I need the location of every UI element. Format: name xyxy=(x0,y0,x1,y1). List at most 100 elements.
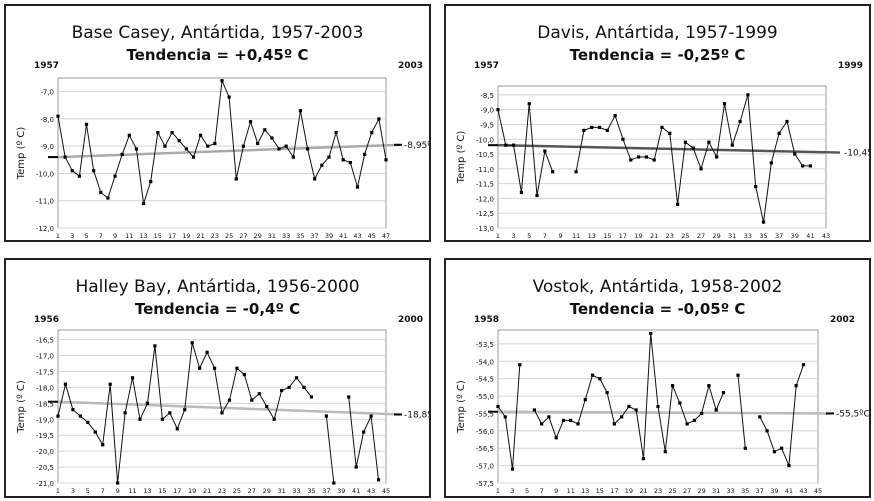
x-tick-label: 29 xyxy=(263,487,271,495)
data-point xyxy=(714,408,718,412)
data-point xyxy=(590,373,595,377)
data-point xyxy=(676,202,680,206)
chart-title: Base Casey, Antártida, 1957-2003 xyxy=(72,23,364,43)
data-point xyxy=(700,411,704,416)
data-point xyxy=(743,446,747,450)
data-point xyxy=(376,478,381,482)
x-tick-label: 19 xyxy=(182,232,190,240)
trend-line xyxy=(497,410,833,415)
data-point xyxy=(190,341,194,345)
trend-label: Tendencia = -0,05º C xyxy=(570,300,746,318)
x-tick-label: 5 xyxy=(84,232,88,240)
data-point xyxy=(294,376,299,380)
x-tick-label: 11 xyxy=(572,232,580,240)
data-point xyxy=(263,128,267,132)
data-point xyxy=(605,390,609,395)
x-tick-label: 33 xyxy=(727,487,735,495)
x-tick-label: 3 xyxy=(510,487,514,495)
data-point xyxy=(141,201,146,206)
data-point xyxy=(123,411,127,415)
data-point xyxy=(634,408,638,412)
data-point xyxy=(145,401,150,405)
data-point xyxy=(370,130,374,135)
data-point xyxy=(256,141,260,146)
data-point xyxy=(84,122,89,126)
data-point xyxy=(116,481,120,485)
trend-end-label: -18,85 xyxy=(404,410,429,420)
data-point xyxy=(130,376,135,380)
y-tick-label: -55,5 xyxy=(476,410,494,418)
data-point xyxy=(576,422,580,426)
data-point xyxy=(761,220,766,224)
y-tick-label: -16,5 xyxy=(36,337,54,345)
data-point xyxy=(134,147,139,151)
y-tick-label: -56,0 xyxy=(476,428,494,436)
y-tick-label: -20,5 xyxy=(36,464,54,472)
data-point xyxy=(377,117,381,121)
start-year-label: 1958 xyxy=(474,315,499,325)
data-point xyxy=(656,404,660,409)
data-point xyxy=(785,119,789,124)
data-point xyxy=(660,125,664,130)
series-line xyxy=(575,94,811,223)
y-tick-label: -9,0 xyxy=(40,143,54,151)
series-line xyxy=(57,342,312,484)
data-point xyxy=(177,139,181,143)
x-tick-label: 31 xyxy=(268,232,276,240)
x-tick-label: 33 xyxy=(282,232,290,240)
y-axis-label: Temp (º C) xyxy=(16,380,27,434)
data-point xyxy=(71,408,75,412)
x-tick-label: 17 xyxy=(619,232,627,240)
chart-panel-halley: Halley Bay, Antártida, 1956-2000 Tendenci… xyxy=(4,258,431,498)
y-axis-label: Temp (º C) xyxy=(456,131,467,185)
x-tick-label: 27 xyxy=(239,232,247,240)
x-tick-label: 7 xyxy=(99,232,103,240)
data-point xyxy=(668,131,672,135)
data-point xyxy=(652,158,656,162)
data-point xyxy=(220,79,224,83)
x-tick-label: 23 xyxy=(654,487,662,495)
data-point xyxy=(512,143,516,147)
data-point xyxy=(554,436,558,440)
y-tick-label: -10,5 xyxy=(476,151,494,159)
data-point xyxy=(227,398,232,402)
x-tick-label: 17 xyxy=(610,487,618,495)
data-point xyxy=(535,193,539,198)
x-tick-label: 39 xyxy=(325,232,333,240)
data-point xyxy=(551,170,555,174)
y-tick-label: -8,0 xyxy=(40,116,54,124)
data-point xyxy=(56,414,60,418)
x-tick-label: 25 xyxy=(668,487,676,495)
y-tick-label: -54,0 xyxy=(476,358,494,366)
x-tick-label: 31 xyxy=(277,487,285,495)
x-tick-label: 25 xyxy=(225,232,233,240)
data-point xyxy=(621,137,625,141)
x-tick-label: 43 xyxy=(367,487,375,495)
data-point xyxy=(540,422,544,426)
data-point xyxy=(715,155,719,159)
data-point xyxy=(320,163,324,167)
data-point xyxy=(794,384,798,388)
x-tick-label: 45 xyxy=(382,487,390,495)
x-tick-label: 43 xyxy=(353,232,361,240)
y-tick-label: -8,5 xyxy=(480,92,494,100)
x-tick-label: 29 xyxy=(254,232,262,240)
x-tick-label: 25 xyxy=(233,487,241,495)
data-point xyxy=(793,152,797,156)
data-point xyxy=(309,395,314,399)
data-point xyxy=(206,144,210,148)
data-point xyxy=(108,382,112,386)
x-tick-label: 9 xyxy=(113,232,117,240)
data-point xyxy=(721,390,726,395)
data-point xyxy=(590,125,594,130)
data-point xyxy=(597,125,602,130)
data-point xyxy=(769,161,773,165)
data-point xyxy=(683,140,688,144)
data-point xyxy=(519,190,524,195)
data-point xyxy=(518,363,522,367)
data-point xyxy=(302,385,306,389)
x-tick-label: 5 xyxy=(86,487,90,495)
x-tick-label: 9 xyxy=(116,487,120,495)
data-point xyxy=(63,155,67,159)
data-point xyxy=(613,113,617,118)
